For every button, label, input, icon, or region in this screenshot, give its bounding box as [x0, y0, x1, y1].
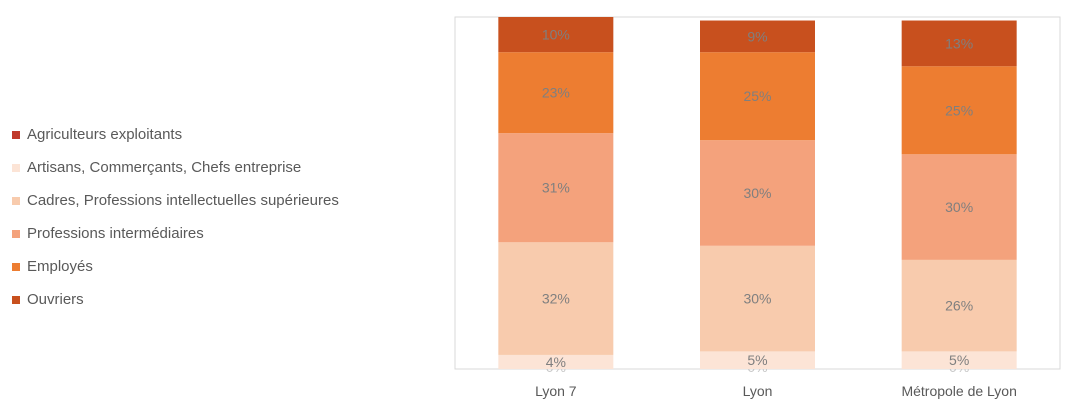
legend-label: Agriculteurs exploitants — [27, 126, 183, 143]
data-label: 32% — [542, 291, 570, 307]
bar-segment — [700, 20, 815, 53]
bar-segment — [498, 133, 614, 243]
bar-segment — [901, 66, 1017, 155]
legend-swatch — [12, 229, 20, 238]
legend-item: Cadres, Professions intellectuelles supé… — [12, 184, 339, 217]
legend-swatch — [12, 262, 20, 271]
bar-segment — [700, 52, 815, 141]
data-label: 5% — [949, 352, 969, 368]
bar-segment — [901, 259, 1017, 352]
bar-segment — [700, 351, 815, 369]
bar-segment — [901, 154, 1017, 260]
legend-item: Ouvriers — [12, 283, 339, 316]
legend-item: Agriculteurs exploitants — [12, 118, 339, 151]
legend-item: Artisans, Commerçants, Chefs entreprise — [12, 151, 339, 184]
data-label: 30% — [945, 199, 973, 215]
bar-segment — [901, 20, 1017, 67]
legend-label: Ouvriers — [27, 291, 84, 308]
legend-label: Professions intermédiaires — [27, 225, 204, 242]
data-label: 30% — [743, 185, 771, 201]
legend-item: Professions intermédiaires — [12, 217, 339, 250]
data-label: 26% — [945, 298, 973, 314]
legend-swatch — [12, 295, 20, 304]
legend-swatch — [12, 130, 20, 139]
data-label: 10% — [542, 27, 570, 43]
legend: Agriculteurs exploitants Artisans, Commer… — [12, 118, 339, 316]
bar-segment — [700, 140, 815, 246]
legend-swatch — [12, 163, 20, 172]
legend-item: Employés — [12, 250, 339, 283]
legend-label: Employés — [27, 258, 93, 275]
x-tick-label: Métropole de Lyon — [901, 383, 1016, 399]
data-label: 13% — [945, 35, 973, 51]
bar-segment — [498, 17, 614, 53]
data-label: 23% — [542, 85, 570, 101]
data-label: 5% — [747, 352, 767, 368]
data-label: 25% — [743, 88, 771, 104]
legend-label: Cadres, Professions intellectuelles supé… — [27, 192, 339, 209]
data-label: 30% — [743, 291, 771, 307]
bar-segment — [498, 242, 614, 355]
bar-segment — [700, 245, 815, 352]
legend-label: Artisans, Commerçants, Chefs entreprise — [27, 159, 302, 176]
data-label: 9% — [747, 28, 767, 44]
data-label: 4% — [546, 354, 566, 370]
bar-segment — [901, 351, 1017, 369]
bar-segment — [498, 354, 614, 369]
x-tick-label: Lyon — [743, 383, 773, 399]
data-label: 25% — [945, 102, 973, 118]
bar-segment — [498, 52, 614, 134]
data-label: 31% — [542, 180, 570, 196]
legend-swatch — [12, 196, 20, 205]
x-tick-label: Lyon 7 — [535, 383, 577, 399]
